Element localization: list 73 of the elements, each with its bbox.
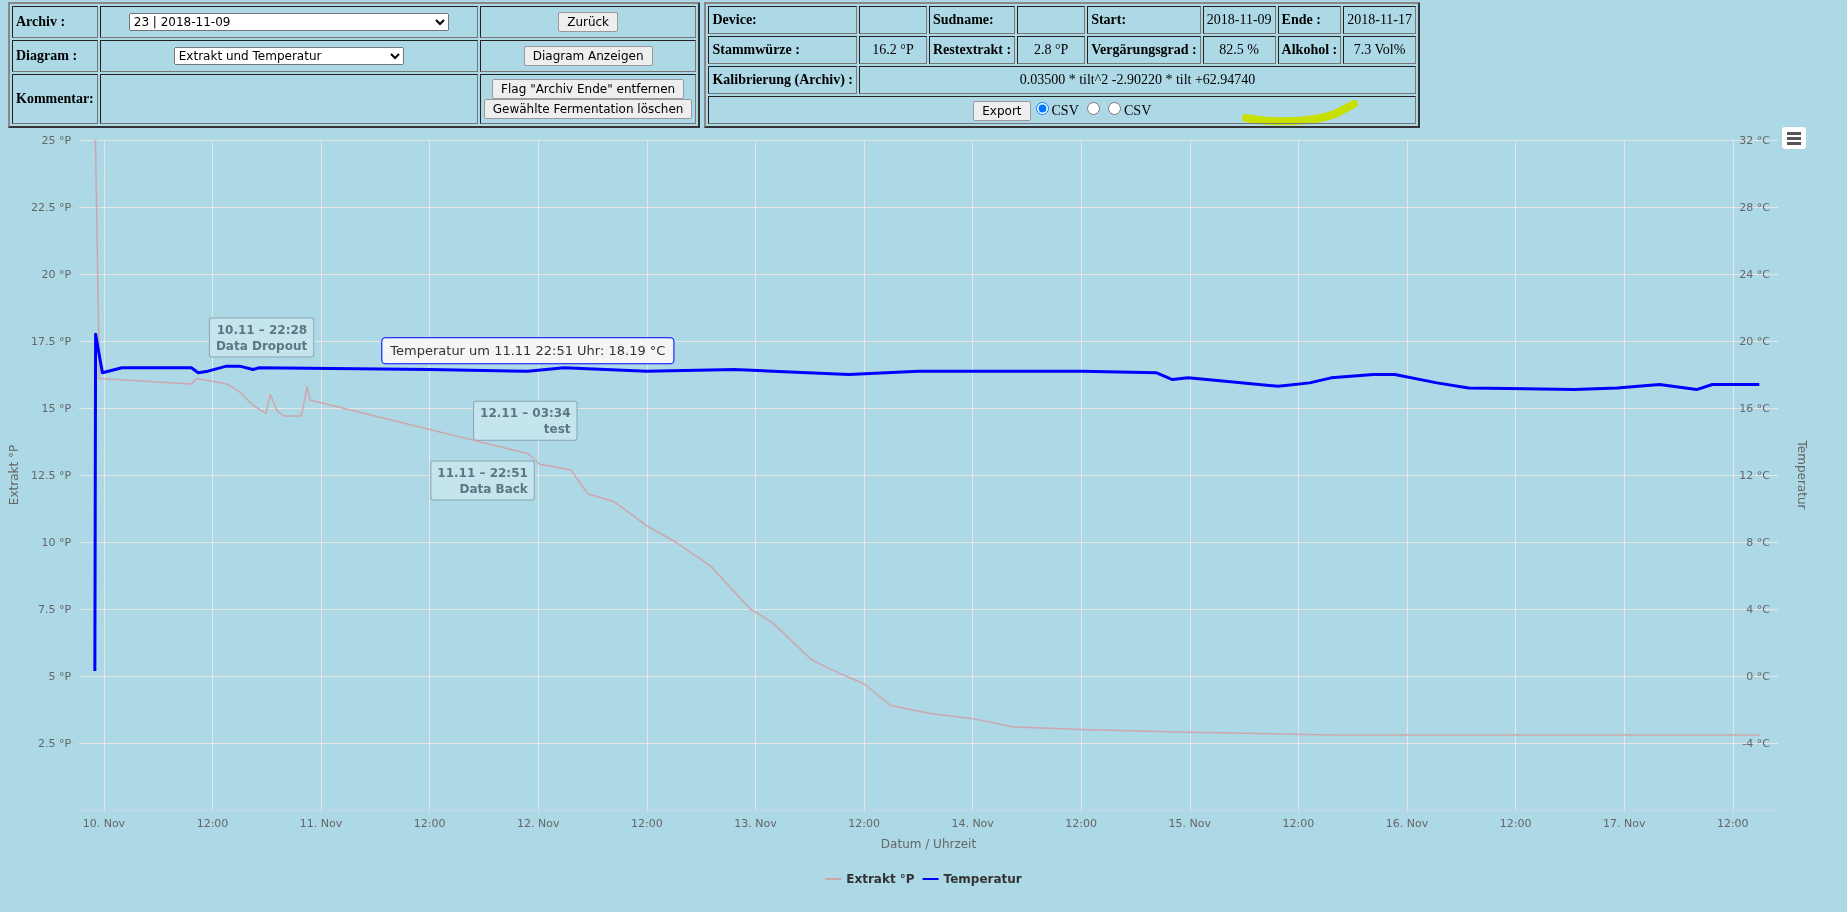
y-tick-label: 7.5 °P <box>37 602 72 616</box>
y2-tick-label: 28 °C <box>1739 200 1771 214</box>
x-tick-label: 12:00 <box>1499 817 1532 830</box>
x-tick-label: 15. Nov <box>1168 817 1212 830</box>
y2-tick-label: -4 °C <box>1742 736 1771 750</box>
x-tick-label: 13. Nov <box>734 817 778 830</box>
text: CSV <box>1124 103 1152 118</box>
x-tick-label: 12:00 <box>848 817 880 830</box>
y2-tick-label: 24 °C <box>1739 267 1771 281</box>
x-tick-label: 14. Nov <box>951 817 995 830</box>
y-tick-label: 22.5 °P <box>30 200 72 214</box>
y-tick-label: 12.5 °P <box>30 468 72 482</box>
text: Sudname: <box>928 6 1016 34</box>
text: Ende : <box>1277 6 1342 34</box>
x-tick-label: 12:00 <box>196 817 229 830</box>
annotation: 11.11 – 22:51 Data Back <box>437 465 529 496</box>
text: CSV <box>1051 103 1080 118</box>
text: Diagram Anzeigen <box>523 45 653 66</box>
text: Zurück <box>558 11 619 32</box>
text: Kalibrierung (Archiv) : <box>708 66 857 94</box>
y2-axis-title: Temperatur <box>1795 439 1809 510</box>
y2-tick-label: 32 °C <box>1739 133 1771 147</box>
y-tick-label: 15 °P <box>41 401 72 415</box>
text: Archiv : <box>12 6 98 38</box>
text: Gewählte Fermentation löschen <box>483 98 693 119</box>
text: 23 | 2018-11-09 <box>128 12 449 31</box>
x-tick-label: 17. Nov <box>1602 817 1646 830</box>
x-tick-label: 10. Nov <box>82 817 126 830</box>
legend-label: Temperatur <box>943 872 1022 886</box>
text: 2.8 °P <box>1017 36 1086 64</box>
y2-tick-label: 16 °C <box>1739 401 1771 415</box>
text: Flag "Archiv Ende" entfernen <box>492 78 685 99</box>
legend-label: Extrakt °P <box>846 872 915 886</box>
text: 2018-11-17 <box>1343 6 1417 34</box>
x-axis-title: Datum / Uhrzeit <box>880 837 977 851</box>
text: Start: <box>1087 6 1201 34</box>
text: 0.03500 * tilt^2 -2.90220 * tilt +62.94740 <box>858 66 1417 94</box>
text: Alkohol : <box>1277 36 1342 64</box>
x-tick-label: 12:00 <box>1065 817 1098 830</box>
y-tick-label: 2.5 °P <box>37 736 72 750</box>
y-tick-label: 10 °P <box>41 535 72 549</box>
y-tick-label: 17.5 °P <box>30 334 72 348</box>
x-tick-label: 16. Nov <box>1385 817 1429 830</box>
text: Restextrakt : <box>928 36 1016 64</box>
y2-tick-label: 20 °C <box>1739 334 1771 348</box>
y2-tick-label: 8 °C <box>1746 535 1771 549</box>
x-tick-label: 12:00 <box>413 817 446 830</box>
annotation: 12.11 – 03:34 test <box>480 405 571 436</box>
text: Kommentar: <box>12 73 98 124</box>
annotation: Temperatur um 11.11 22:51 Uhr: 18.19 °C <box>389 343 666 359</box>
y2-tick-label: 12 °C <box>1739 468 1771 482</box>
x-tick-label: 12. Nov <box>517 817 560 830</box>
text: Stammwürze : <box>708 36 857 64</box>
text: Export <box>973 101 1031 121</box>
text: 7.3 Vol% <box>1343 36 1417 64</box>
x-tick-label: 11. Nov <box>299 817 343 830</box>
annotation: 10.11 – 22:28 Data Dropout <box>215 322 308 353</box>
y-tick-label: 5 °P <box>48 669 72 683</box>
y-tick-label: 20 °P <box>41 267 72 281</box>
y2-tick-label: 4 °C <box>1746 602 1771 616</box>
text: Vergärungsgrad : <box>1087 36 1201 64</box>
text: Device: <box>708 6 857 34</box>
text: 82.5 % <box>1202 36 1276 64</box>
x-tick-label: 12:00 <box>631 817 663 830</box>
x-tick-label: 12:00 <box>1716 817 1749 830</box>
y-tick-label: 25 °P <box>41 133 72 147</box>
x-tick-label: 12:00 <box>1282 817 1315 830</box>
y2-tick-label: 0 °C <box>1746 669 1771 683</box>
text: 16.2 °P <box>858 36 927 64</box>
text: Diagram : <box>12 39 98 72</box>
text: 2018-11-09 <box>1202 6 1276 34</box>
y-axis-title: Extrakt °P <box>7 444 21 506</box>
text: Extrakt und Temperatur <box>173 46 404 65</box>
